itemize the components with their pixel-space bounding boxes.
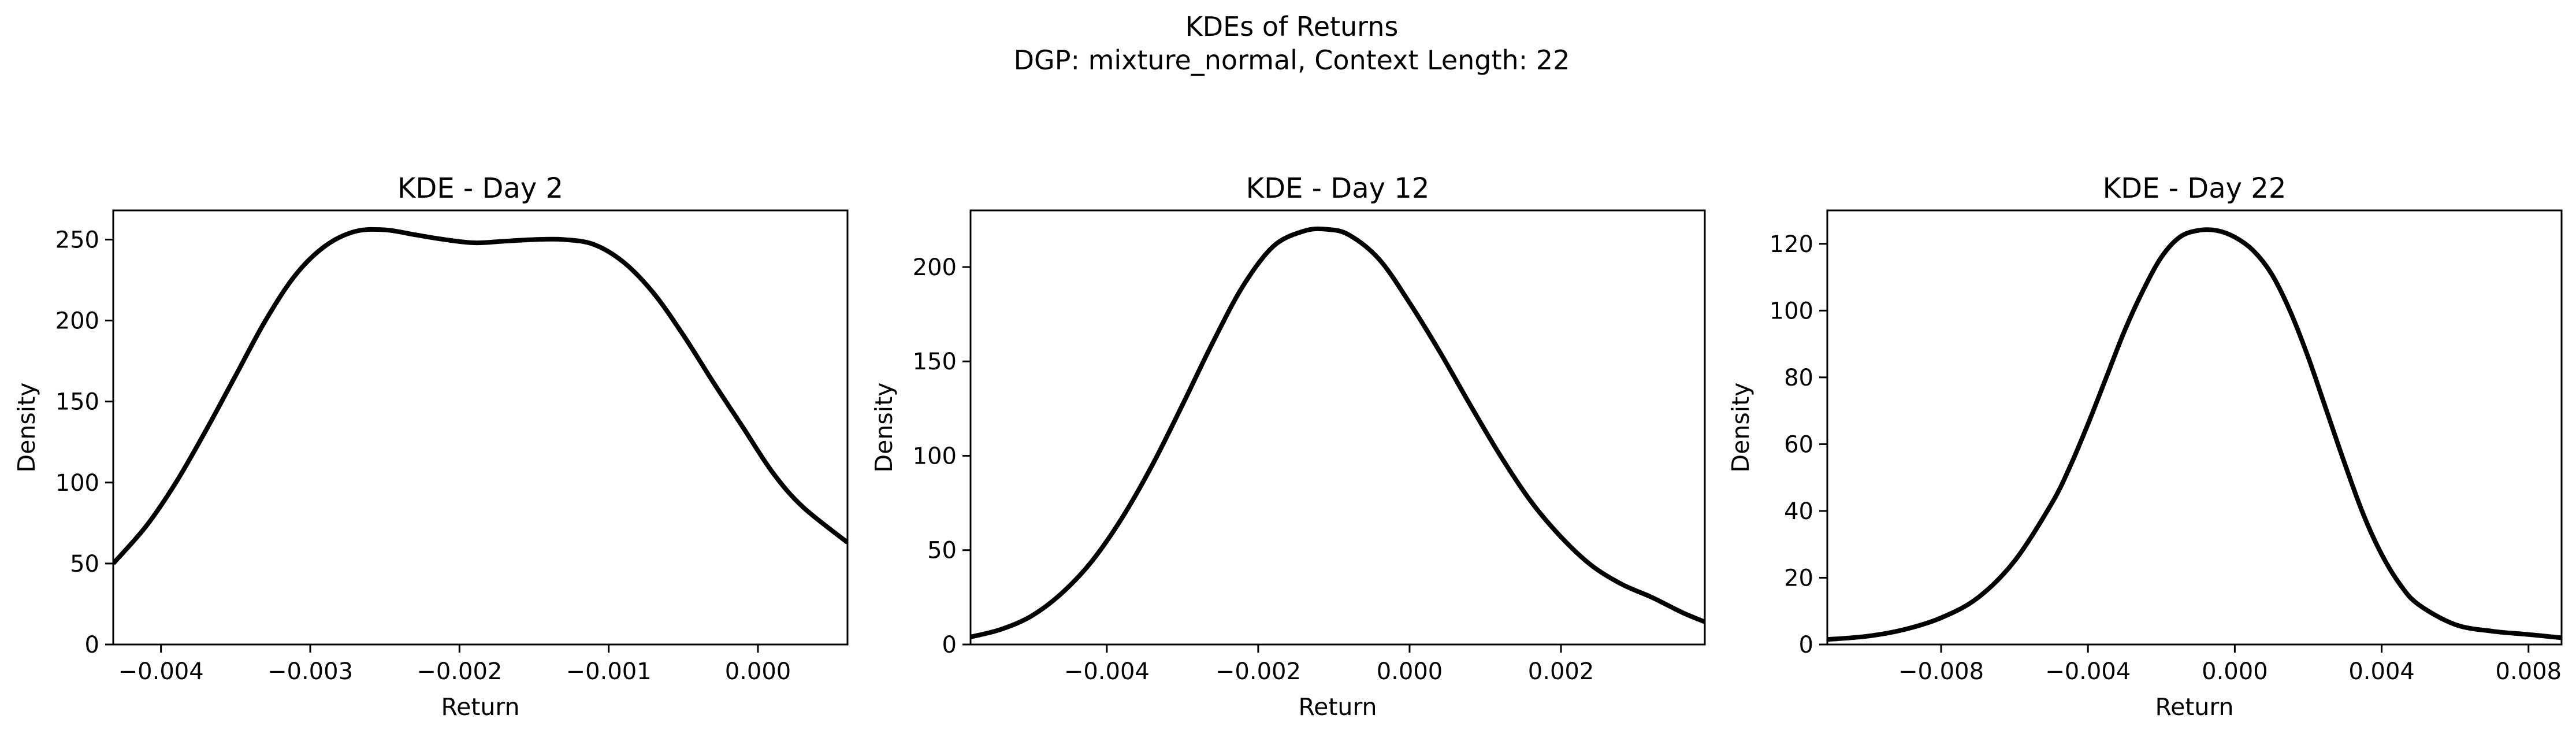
chart1-xtick-label: −0.002 [1215,658,1301,685]
chart0-ytick-label: 100 [55,470,99,497]
chart1-ytick-label: 150 [913,349,957,375]
chart0-ytick-label: 250 [55,227,99,253]
chart2-kde-line [1827,227,2562,642]
chart1-ytick-label: 50 [927,538,957,564]
chart1-kde-line [971,226,1705,639]
chart1-ytick-label: 200 [913,254,957,281]
chart2-ytick-label: 20 [1784,565,1813,591]
chart1-ytick-label: 100 [913,443,957,469]
chart0-ytick-label: 50 [70,551,99,577]
chart2-title: KDE - Day 22 [2103,172,2287,205]
chart0-kde-line [113,227,847,565]
chart2-ytick-label: 40 [1784,498,1813,525]
chart1-title: KDE - Day 12 [1246,172,1430,205]
chart2-ytick-label: 0 [1799,632,1813,658]
chart2-ytick-label: 120 [1770,231,1813,258]
figure-title: KDEs of Returns [1185,11,1399,42]
chart1-xtick-label: 0.000 [1377,658,1443,685]
chart1-ylabel: Density [870,383,898,473]
chart0-xtick-label: −0.001 [566,658,652,685]
chart0-xlabel: Return [441,693,519,721]
chart0-ylabel: Density [13,383,40,473]
chart0-ytick-label: 0 [85,632,99,658]
chart0-ytick-label: 150 [55,389,99,416]
chart1-xlabel: Return [1298,693,1377,721]
subplot-day-12: −0.004 −0.002 0.000 0.002 0 50 100 150 200 KDE - … [870,172,1706,721]
chart2-ytick-label: 60 [1784,431,1813,458]
chart2-xlabel: Return [2155,693,2233,721]
chart1-xtick-label: −0.004 [1064,658,1150,685]
chart1-axes-frame [969,209,1706,646]
chart0-ytick-label: 200 [55,308,99,335]
chart2-ytick-label: 80 [1784,365,1813,391]
chart1-xtick-label: 0.002 [1528,658,1594,685]
chart2-xtick-label: −0.008 [1898,658,1984,685]
subplot-day-22: −0.008 −0.004 0.000 0.004 0.008 0 20 40 60 80 100 1… [1727,172,2563,721]
chart2-ytick-label: 100 [1770,298,1813,324]
figure-subtitle: DGP: mixture_normal, Context Length: 22 [1014,45,1570,76]
chart2-xtick-label: 0.000 [2202,658,2268,685]
chart0-title: KDE - Day 2 [397,172,563,205]
chart2-xtick-label: 0.004 [2348,658,2415,685]
chart0-xtick-label: −0.002 [417,658,502,685]
chart2-xtick-label: −0.004 [2045,658,2131,685]
chart0-axes-frame [112,209,849,646]
chart0-xtick-label: −0.003 [267,658,353,685]
subplot-day-2: −0.004 −0.003 −0.002 −0.001 0.000 0 50 100 150 20… [13,172,849,721]
chart2-xtick-label: 0.008 [2496,658,2562,685]
chart0-xtick-label: 0.000 [725,658,791,685]
chart1-ytick-label: 0 [942,632,957,658]
chart0-xtick-label: −0.004 [118,658,204,685]
chart2-ylabel: Density [1727,383,1754,473]
chart2-axes-frame [1826,209,2563,646]
